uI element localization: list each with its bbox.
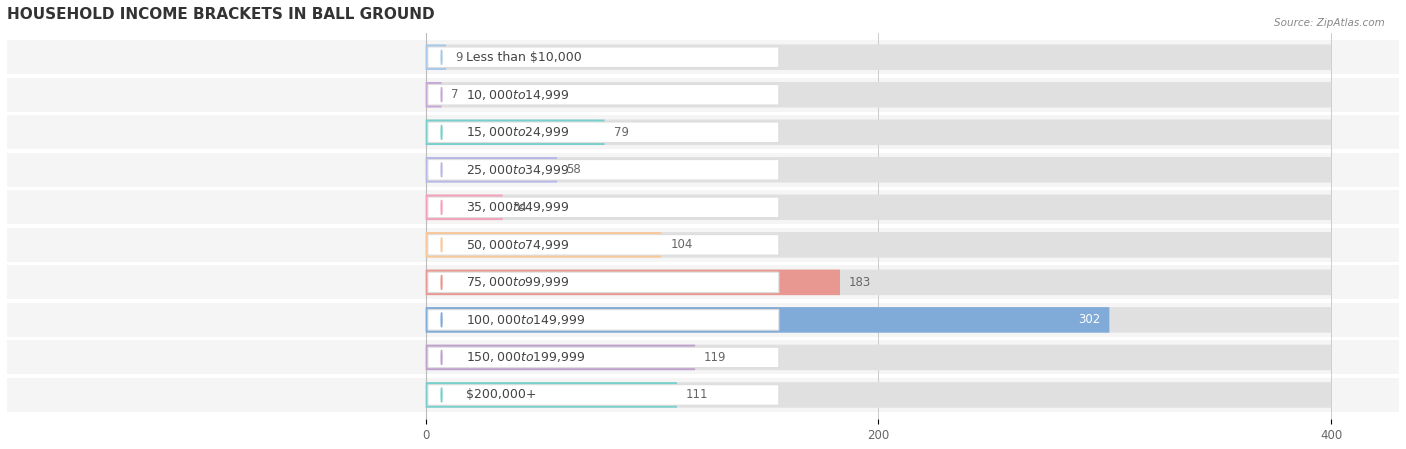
Text: HOUSEHOLD INCOME BRACKETS IN BALL GROUND: HOUSEHOLD INCOME BRACKETS IN BALL GROUND [7,7,434,22]
FancyBboxPatch shape [427,347,779,368]
Text: 9: 9 [456,51,463,64]
FancyBboxPatch shape [426,232,661,258]
FancyBboxPatch shape [426,232,1331,258]
FancyBboxPatch shape [426,44,446,70]
FancyBboxPatch shape [427,122,779,142]
Text: $15,000 to $24,999: $15,000 to $24,999 [467,125,569,139]
Text: 79: 79 [613,126,628,139]
FancyBboxPatch shape [427,84,779,105]
Text: $150,000 to $199,999: $150,000 to $199,999 [467,350,586,365]
Text: $75,000 to $99,999: $75,000 to $99,999 [467,275,569,289]
FancyBboxPatch shape [427,159,779,180]
Text: 119: 119 [704,351,727,364]
FancyBboxPatch shape [7,40,1399,74]
FancyBboxPatch shape [426,157,1331,183]
FancyBboxPatch shape [427,197,779,218]
FancyBboxPatch shape [427,272,779,293]
Text: $100,000 to $149,999: $100,000 to $149,999 [467,313,586,327]
FancyBboxPatch shape [426,307,1331,333]
Text: 104: 104 [671,238,693,251]
FancyBboxPatch shape [426,382,1331,408]
Text: $10,000 to $14,999: $10,000 to $14,999 [467,88,569,102]
FancyBboxPatch shape [7,78,1399,112]
Text: $25,000 to $34,999: $25,000 to $34,999 [467,163,569,177]
Text: Less than $10,000: Less than $10,000 [467,51,582,64]
FancyBboxPatch shape [426,82,1331,107]
FancyBboxPatch shape [426,119,1331,145]
FancyBboxPatch shape [426,345,1331,370]
FancyBboxPatch shape [7,265,1399,299]
FancyBboxPatch shape [7,228,1399,262]
FancyBboxPatch shape [7,190,1399,224]
Text: 58: 58 [567,163,581,176]
FancyBboxPatch shape [7,153,1399,187]
FancyBboxPatch shape [426,345,695,370]
FancyBboxPatch shape [427,47,779,67]
Text: 302: 302 [1078,313,1101,326]
FancyBboxPatch shape [426,194,503,220]
FancyBboxPatch shape [426,307,1109,333]
FancyBboxPatch shape [426,44,1331,70]
FancyBboxPatch shape [426,382,678,408]
Text: 34: 34 [512,201,527,214]
Text: 111: 111 [686,388,709,401]
FancyBboxPatch shape [427,234,779,255]
FancyBboxPatch shape [426,157,557,183]
FancyBboxPatch shape [426,82,441,107]
FancyBboxPatch shape [427,385,779,405]
Text: Source: ZipAtlas.com: Source: ZipAtlas.com [1274,18,1385,28]
Text: $50,000 to $74,999: $50,000 to $74,999 [467,238,569,252]
FancyBboxPatch shape [7,378,1399,412]
Text: 7: 7 [450,88,458,101]
FancyBboxPatch shape [426,269,1331,295]
FancyBboxPatch shape [426,119,605,145]
Text: $35,000 to $49,999: $35,000 to $49,999 [467,200,569,214]
FancyBboxPatch shape [426,194,1331,220]
FancyBboxPatch shape [426,269,839,295]
FancyBboxPatch shape [7,303,1399,337]
FancyBboxPatch shape [427,310,779,330]
Text: $200,000+: $200,000+ [467,388,537,401]
FancyBboxPatch shape [7,115,1399,150]
Text: 183: 183 [849,276,872,289]
FancyBboxPatch shape [7,340,1399,374]
